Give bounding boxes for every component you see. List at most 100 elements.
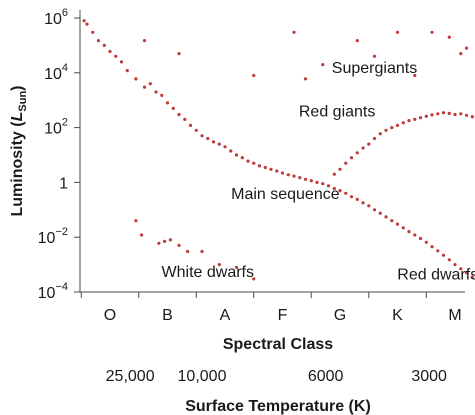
star-point-white-dwarfs [200,249,204,254]
y-tick-label: 106 [44,7,68,28]
star-point-main-sequence [240,156,244,160]
star-point-main-sequence [315,180,319,184]
y-tick-base: 10 [44,11,62,28]
star-point-main-sequence [154,90,158,94]
star-point-main-sequence [378,211,382,215]
star-point-main-sequence [108,49,112,54]
star-point-main-sequence [148,82,152,86]
star-point-supergiants [355,39,359,43]
y-tick-base: 10 [44,121,62,138]
star-point-main-sequence [464,271,469,275]
temperature-tick-label: 10,000 [178,368,227,385]
region-label: Main sequence [231,186,340,203]
star-point-main-sequence [424,240,428,244]
star-point-supergiants [430,30,434,34]
star-point-main-sequence [257,164,262,168]
star-point-main-sequence [223,145,227,149]
y-tick-label: 104 [44,62,68,83]
star-point-red-giants [424,114,428,118]
x-axis-title: Spectral Class [223,336,333,353]
x-tick-label: A [220,307,231,324]
star-point-main-sequence [441,253,446,257]
star-point-main-sequence [413,233,417,237]
data-points-layer [82,19,474,281]
star-point-main-sequence [177,112,181,117]
y-tick-label: 10−2 [38,226,68,247]
star-point-red-giants [361,146,365,150]
star-point-main-sequence [407,230,411,234]
star-point-white-dwarfs [252,277,256,281]
star-point-white-dwarfs [217,263,221,267]
x-tick-label: O [104,307,116,324]
star-point-main-sequence [263,165,267,170]
star-point-red-giants [447,111,451,115]
star-point-main-sequence [183,117,187,121]
x-tick-label: F [278,307,288,324]
star-point-red-giants [413,117,417,121]
star-point-main-sequence [142,85,147,89]
y-tick-exponent: −4 [55,281,68,293]
star-point-white-dwarfs [140,233,144,237]
star-point-red-giants [470,115,474,119]
x-tick-label: B [162,307,173,324]
star-point-red-giants [344,161,348,165]
star-point-main-sequence [436,249,440,253]
y-axis-title-var: L [9,112,26,122]
y-tick-exponent: 6 [62,7,68,19]
star-point-main-sequence [344,191,348,195]
star-point-red-giants [372,136,377,141]
star-point-supergiants [413,73,417,78]
star-point-supergiants [464,46,469,50]
temperature-tick-label: 25,000 [106,368,155,385]
star-point-white-dwarfs [163,239,167,243]
star-point-main-sequence [82,19,86,23]
star-point-main-sequence [349,195,354,199]
x-tick-label: G [334,307,346,324]
star-point-main-sequence [384,215,388,219]
star-point-main-sequence [401,226,405,230]
y-tick-exponent: 4 [62,62,68,74]
star-point-main-sequence [194,128,198,132]
star-point-red-giants [464,113,469,117]
star-point-supergiants [252,73,256,78]
star-point-main-sequence [418,236,423,241]
x2-axis-title: Surface Temperature (K) [185,398,371,415]
star-point-main-sequence [206,136,210,141]
star-point-supergiants [459,52,463,56]
y-axis-title-close: ) [9,86,26,91]
y-tick-label: 1 [59,175,68,192]
star-point-white-dwarfs [157,241,161,245]
star-point-supergiants [395,30,400,34]
star-point-red-giants [349,156,354,160]
region-label: Red dwarfs [397,267,475,284]
star-point-red-giants [418,116,423,120]
star-point-main-sequence [211,140,216,144]
star-point-supergiants [177,52,181,56]
star-point-red-giants [338,167,342,171]
star-point-supergiants [372,54,377,58]
region-label: Red giants [299,104,376,121]
star-point-red-giants [367,142,371,146]
star-point-main-sequence [430,245,434,249]
star-point-main-sequence [91,30,95,34]
star-point-main-sequence [280,171,285,175]
x-tick-label: K [392,307,403,324]
star-point-main-sequence [134,77,138,81]
star-point-main-sequence [355,197,359,201]
star-point-main-sequence [85,22,89,26]
star-point-main-sequence [309,179,313,183]
star-point-main-sequence [119,60,124,64]
star-point-red-giants [384,128,388,132]
star-point-main-sequence [171,106,175,110]
star-point-main-sequence [292,174,296,178]
star-point-main-sequence [453,263,457,267]
star-point-main-sequence [229,149,233,153]
star-point-main-sequence [125,69,129,73]
star-point-red-giants [441,111,446,115]
star-point-main-sequence [246,159,250,163]
y-axis-title-sub: Sun [17,91,29,112]
temperature-tick-label: 6000 [308,368,344,385]
